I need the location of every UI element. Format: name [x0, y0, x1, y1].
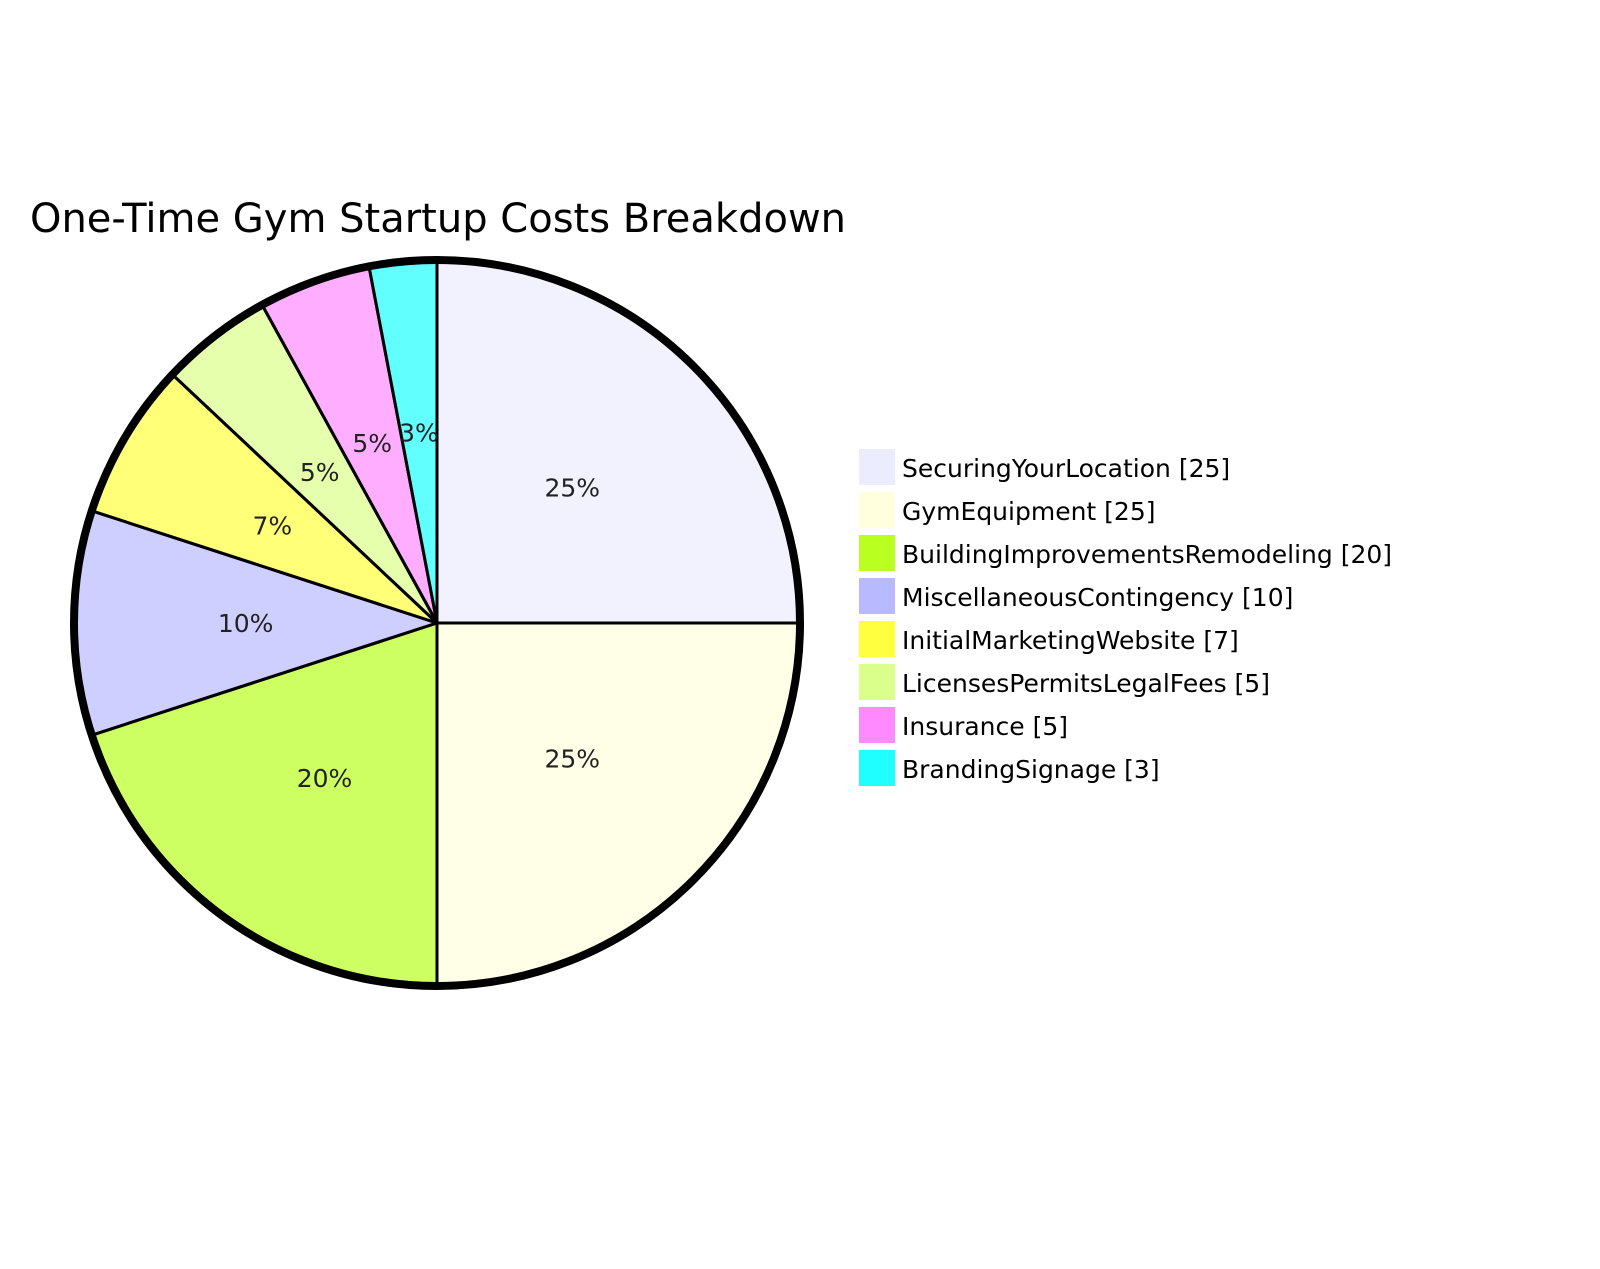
slice-percent-label: 5% [300, 458, 340, 487]
pie-outline [70, 256, 804, 990]
slice-percent-label: 7% [252, 512, 292, 541]
slice-percent-label: 20% [297, 764, 353, 793]
legend-label: SecuringYourLocation [25] [902, 454, 1230, 483]
legend-label: InitialMarketingWebsite [7] [902, 626, 1239, 655]
legend-swatch [859, 578, 895, 614]
slice-percent-label: 25% [545, 474, 601, 503]
legend-swatch [859, 664, 895, 700]
legend-swatch [859, 449, 895, 485]
legend-label: MiscellaneousContingency [10] [902, 583, 1293, 612]
slice-percent-label: 3% [399, 419, 439, 448]
legend-label: LicensesPermitsLegalFees [5] [902, 669, 1270, 698]
chart-title: One-Time Gym Startup Costs Breakdown [30, 196, 846, 242]
legend-swatch [859, 707, 895, 743]
legend-swatch [859, 535, 895, 571]
slice-percent-label: 10% [218, 609, 274, 638]
pie-slice-SecuringYourLocation [435, 260, 800, 625]
legend-label: Insurance [5] [902, 712, 1068, 741]
legend-label: GymEquipment [25] [902, 497, 1156, 526]
legend-swatch [859, 621, 895, 657]
pie-slice-GymEquipment [435, 621, 800, 986]
slice-percent-label: 25% [545, 744, 601, 773]
legend-swatch [859, 492, 895, 528]
slice-percent-label: 5% [352, 429, 392, 458]
legend-label: BrandingSignage [3] [902, 755, 1160, 784]
legend-swatch [859, 750, 895, 786]
legend-label: BuildingImprovementsRemodeling [20] [902, 540, 1392, 569]
